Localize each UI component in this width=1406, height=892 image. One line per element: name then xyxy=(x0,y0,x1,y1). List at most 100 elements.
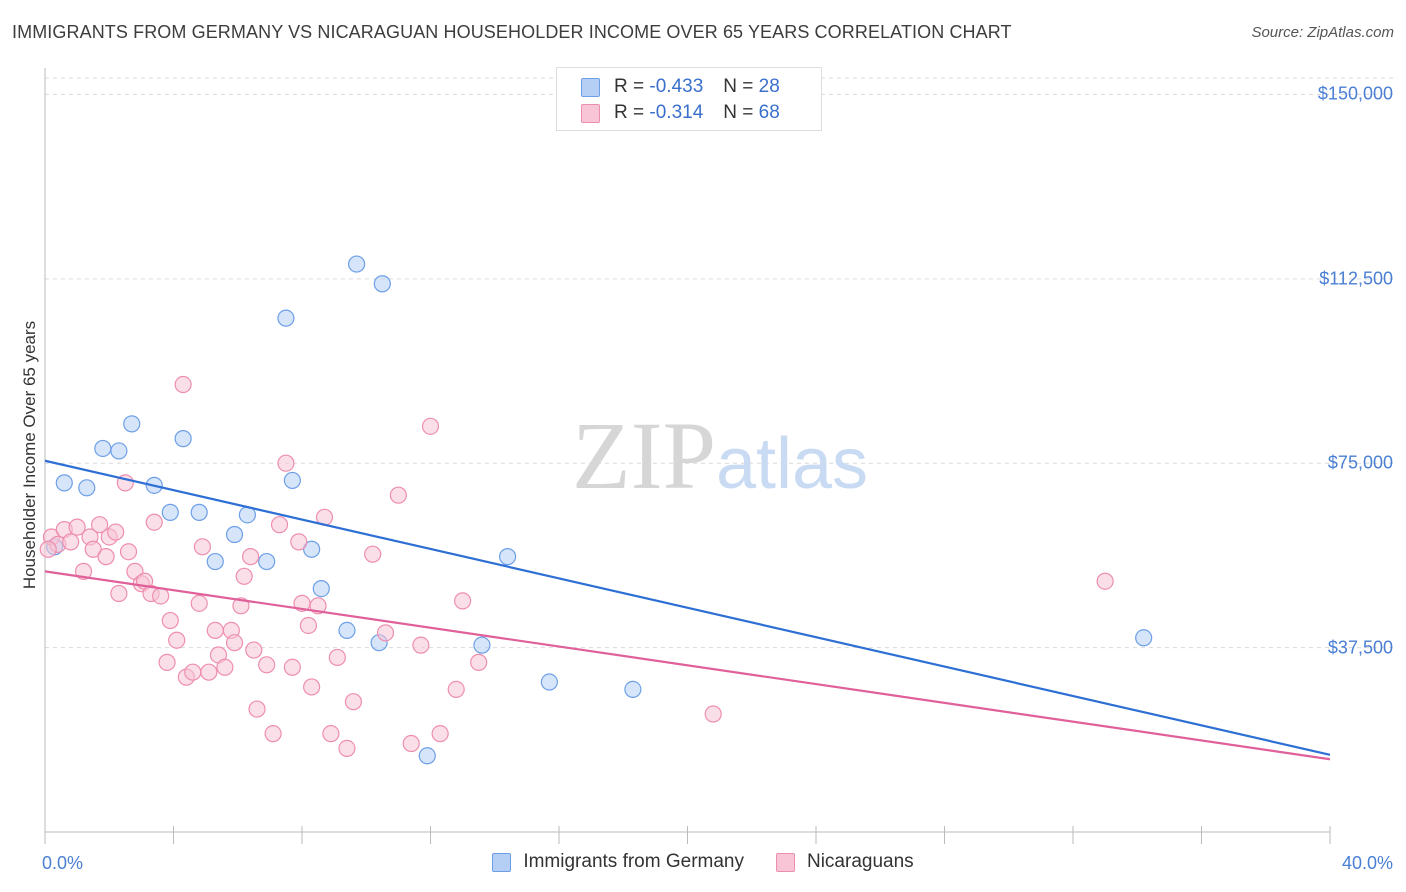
data-point xyxy=(338,739,356,758)
data-point xyxy=(97,548,115,566)
data-point xyxy=(376,624,395,642)
data-point xyxy=(470,653,488,671)
data-point xyxy=(242,548,260,566)
data-point xyxy=(119,543,138,561)
germany-n-label: N = xyxy=(723,76,754,97)
nicaraguans-n-label: N = xyxy=(723,102,754,123)
legend-nicaraguans-swatch xyxy=(775,852,795,872)
data-point xyxy=(431,725,449,743)
nicaraguans-r-value: -0.314 xyxy=(649,102,704,123)
data-point xyxy=(232,597,250,615)
data-point xyxy=(373,275,391,293)
germany-r-label: R = xyxy=(614,76,645,97)
nicaraguans-swatch xyxy=(581,103,600,123)
data-point xyxy=(540,673,558,691)
watermark: ZIPatlas xyxy=(572,402,868,509)
data-point xyxy=(328,648,346,667)
data-point xyxy=(174,430,192,448)
data-point xyxy=(78,479,96,497)
data-point xyxy=(299,616,318,635)
data-point xyxy=(216,658,234,676)
germany-r-value: -0.433 xyxy=(649,76,704,97)
trend-line-0 xyxy=(44,459,1331,756)
data-point xyxy=(91,516,109,534)
data-point xyxy=(94,439,112,458)
y-axis-title: Householder Income Over 65 years xyxy=(20,320,39,590)
legend-item-germany[interactable]: Immigrants from Germany xyxy=(492,851,744,873)
data-point xyxy=(322,725,340,743)
x-tick-label-min: 0.0% xyxy=(42,853,84,873)
series-1 xyxy=(39,375,1114,758)
data-point xyxy=(258,552,276,571)
data-point xyxy=(225,634,244,652)
data-point xyxy=(62,533,80,551)
trend-layer xyxy=(44,459,1331,761)
data-point xyxy=(338,621,356,639)
data-point xyxy=(174,375,192,394)
data-point xyxy=(206,552,224,571)
data-point xyxy=(161,611,179,630)
data-point xyxy=(270,516,289,534)
data-point xyxy=(245,641,263,659)
data-point xyxy=(152,587,170,605)
data-point xyxy=(225,525,244,544)
series-legend: Immigrants from Germany Nicaraguans xyxy=(0,851,1406,873)
data-point xyxy=(190,503,208,521)
data-point xyxy=(344,693,362,711)
data-point xyxy=(200,663,218,681)
legend-germany-swatch xyxy=(492,852,512,872)
data-point xyxy=(283,658,301,676)
data-point xyxy=(290,533,308,551)
data-point xyxy=(704,705,722,723)
legend-item-nicaraguans[interactable]: Nicaraguans xyxy=(775,851,914,873)
data-point xyxy=(84,540,102,558)
data-point xyxy=(248,700,266,718)
x-tick-label-max: 40.0% xyxy=(1341,853,1393,873)
y-tick-label: $75,000 xyxy=(1327,452,1393,473)
stats-legend: R = -0.433 N = 28 R = -0.314 N = 68 xyxy=(556,67,822,131)
data-point xyxy=(68,518,86,536)
data-point xyxy=(39,540,57,558)
chart-title: IMMIGRANTS FROM GERMANY VS NICARAGUAN HO… xyxy=(12,22,1012,42)
nicaraguans-r-label: R = xyxy=(614,102,645,123)
data-point xyxy=(277,309,295,327)
data-point xyxy=(1096,572,1114,590)
data-point xyxy=(402,734,420,753)
data-point xyxy=(145,513,163,531)
y-tick-label: $150,000 xyxy=(1317,83,1393,104)
data-point xyxy=(364,545,382,563)
data-point xyxy=(158,653,176,671)
data-point xyxy=(624,680,642,699)
data-point xyxy=(303,540,321,558)
data-point xyxy=(454,592,472,610)
data-point xyxy=(193,538,212,556)
data-point xyxy=(110,584,128,603)
data-point xyxy=(264,725,282,743)
data-point xyxy=(283,471,301,490)
data-point xyxy=(168,631,186,649)
nicaraguans-n-value: 68 xyxy=(758,102,780,123)
data-point xyxy=(473,636,491,654)
data-point xyxy=(1135,629,1153,647)
data-point xyxy=(258,656,276,674)
data-point xyxy=(312,579,330,598)
data-point xyxy=(190,594,208,612)
data-point xyxy=(412,636,430,654)
series-layer xyxy=(39,255,1153,765)
data-point xyxy=(161,503,179,521)
data-point xyxy=(499,548,517,566)
legend-germany-label: Immigrants from Germany xyxy=(523,851,744,872)
chart-source: Source: ZipAtlas.com xyxy=(1251,24,1394,41)
data-point xyxy=(303,678,321,696)
data-point xyxy=(277,454,295,472)
stats-row-germany: R = -0.433 N = 28 xyxy=(581,75,780,99)
trend-line-1 xyxy=(44,570,1331,761)
series-0 xyxy=(46,255,1153,765)
data-point xyxy=(123,415,141,433)
data-point xyxy=(55,474,73,492)
data-point xyxy=(184,663,202,681)
data-point xyxy=(447,680,465,699)
data-point xyxy=(421,417,440,435)
data-point xyxy=(110,442,128,460)
